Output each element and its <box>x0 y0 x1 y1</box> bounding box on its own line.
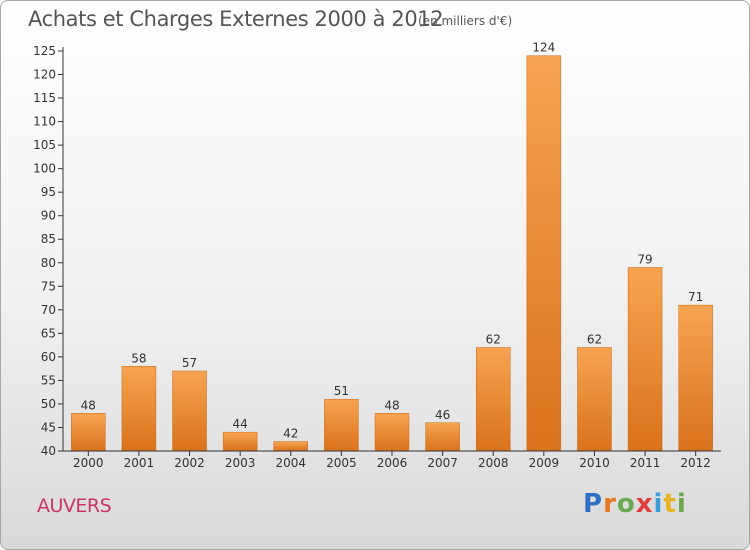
y-tick-label: 80 <box>41 256 56 270</box>
logo-letter: i <box>676 489 687 519</box>
x-tick-label: 2005 <box>326 456 357 470</box>
logo-letter: t <box>663 489 677 519</box>
bar-2004 <box>273 441 309 452</box>
x-tick-label: 2007 <box>427 456 458 470</box>
x-tick-label: 2002 <box>174 456 205 470</box>
x-tick-label: 2008 <box>478 456 509 470</box>
y-tick-label: 60 <box>41 350 56 364</box>
logo-letter: P <box>583 489 604 519</box>
bar-value-label: 62 <box>587 332 602 346</box>
proxiti-logo: Proxiti <box>583 489 687 519</box>
bar-2009 <box>526 55 562 452</box>
bar-value-label: 46 <box>435 408 450 422</box>
bar-2003 <box>222 431 258 452</box>
location-label: AUVERS <box>37 495 112 517</box>
bar-value-label: 79 <box>637 252 652 266</box>
x-tick-label: 2003 <box>225 456 256 470</box>
bar-value-label: 62 <box>486 332 501 346</box>
bar-2002 <box>172 370 207 452</box>
bar-value-label: 124 <box>532 41 555 55</box>
bar-2001 <box>121 366 157 452</box>
logo-letter: r <box>603 489 617 519</box>
y-tick-label: 45 <box>41 420 56 434</box>
bar-2007 <box>425 422 460 452</box>
bar-2008 <box>475 347 511 452</box>
x-tick-label: 2001 <box>124 456 155 470</box>
bar-value-label: 44 <box>233 417 248 431</box>
bar-value-label: 48 <box>384 398 399 412</box>
y-tick-label: 105 <box>33 138 56 152</box>
bar-value-label: 58 <box>131 351 146 365</box>
logo-letter: x <box>635 489 654 519</box>
y-tick-label: 120 <box>33 68 56 82</box>
x-tick-label: 2006 <box>377 456 408 470</box>
y-tick-label: 75 <box>41 279 56 293</box>
chart-unit-note: (en milliers d'€) <box>418 14 513 28</box>
bar-2010 <box>577 347 612 452</box>
y-tick-label: 50 <box>41 397 56 411</box>
x-tick-label: 2011 <box>630 456 661 470</box>
bar-value-label: 42 <box>283 427 298 441</box>
y-tick-label: 125 <box>33 44 56 58</box>
y-tick-label: 70 <box>41 303 56 317</box>
y-tick-label: 55 <box>41 373 56 387</box>
chart-title: Achats et Charges Externes 2000 à 2012 <box>28 7 444 31</box>
x-tick-label: 2010 <box>579 456 610 470</box>
y-tick-label: 85 <box>41 232 56 246</box>
bar-value-label: 71 <box>688 290 703 304</box>
y-tick-label: 95 <box>41 185 56 199</box>
y-tick-label: 110 <box>33 115 56 129</box>
y-tick-label: 40 <box>41 444 56 458</box>
x-tick-label: 2000 <box>73 456 104 470</box>
x-tick-label: 2009 <box>529 456 560 470</box>
y-tick-label: 100 <box>33 162 56 176</box>
bar-2006 <box>374 413 410 452</box>
bar-2012 <box>678 304 713 452</box>
bar-value-label: 51 <box>334 384 349 398</box>
bar-2000 <box>71 413 106 452</box>
y-tick-label: 90 <box>41 209 56 223</box>
y-tick-label: 65 <box>41 326 56 340</box>
y-tick-label: 115 <box>33 91 56 105</box>
logo-letter: o <box>616 489 636 519</box>
bar-2011 <box>627 267 663 452</box>
x-tick-label: 2012 <box>680 456 711 470</box>
bar-value-label: 57 <box>182 356 197 370</box>
x-tick-label: 2004 <box>275 456 306 470</box>
bar-2005 <box>324 398 359 452</box>
logo-letter: i <box>653 489 664 519</box>
bar-value-label: 48 <box>81 398 96 412</box>
